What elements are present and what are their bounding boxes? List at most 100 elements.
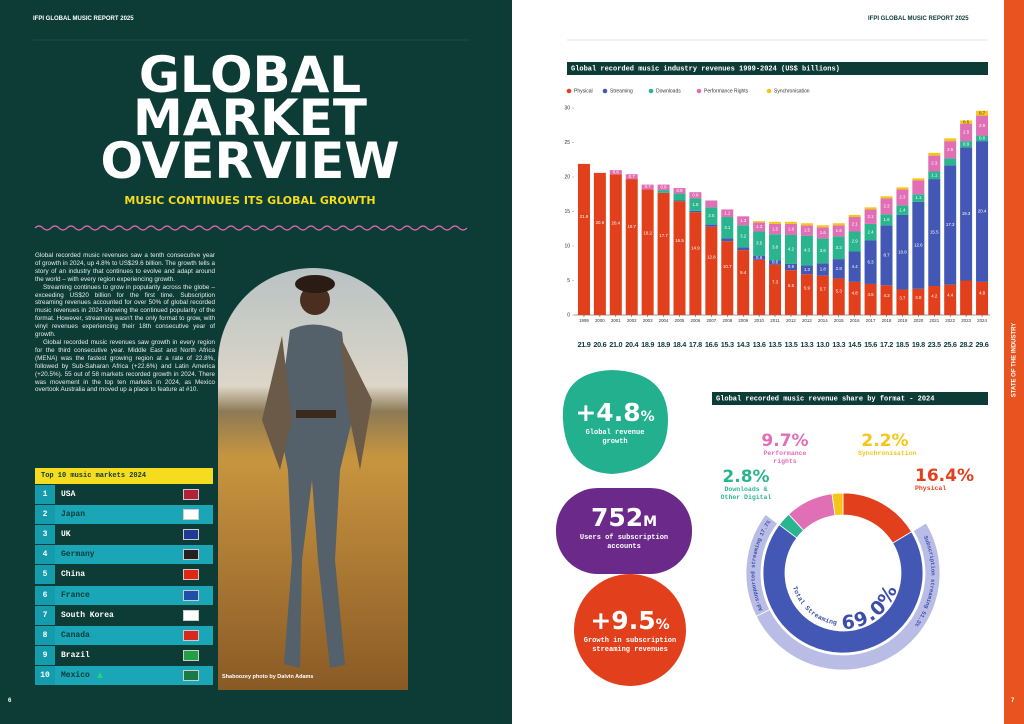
legend-swatch [766,88,772,94]
segment-label: 16.5 [675,238,684,243]
bar-segment [880,225,893,286]
segment-label: 20.4 [978,209,987,214]
total-label: 18.9 [641,340,654,349]
segment-label: 2.3 [931,161,938,166]
bar-segment [816,263,829,276]
flag [183,669,199,681]
segment-label: 2.5 [708,213,715,218]
photo-figure [262,275,372,668]
bar-segment [880,285,893,315]
total-label: 21.9 [577,340,590,349]
bar-segment [848,251,861,282]
segment-label: 1.6 [883,217,890,222]
total-label: 17.2 [880,340,893,349]
segment-label: 10.7 [723,264,732,269]
bar-segment [721,217,734,239]
y-tick-label: 10 [564,243,570,249]
total-label: 20.6 [593,340,606,349]
bar-segment [769,223,782,235]
bar-segment [800,265,813,275]
x-tick-label: 2017 [866,318,876,323]
segment-label: 8.7 [883,252,890,257]
total-label: 13.3 [832,340,845,349]
country: Japan [61,510,86,520]
bar-segment [705,207,718,225]
legend-label: Synchronisation [774,89,810,95]
body-text: Global recorded music revenues saw a ten… [35,252,215,394]
bar-segment [848,217,861,232]
x-tick-label: 2022 [945,318,955,323]
bar-chart-title: Global recorded music industry revenues … [571,65,840,73]
segment-label: 1.4 [899,207,906,212]
stat-unit: % [640,409,655,425]
wavy-divider [34,225,468,231]
x-tick-label: 1999 [579,318,589,323]
bar-segment [769,264,782,315]
flag [183,609,199,621]
segment-label: 12.6 [914,242,923,247]
donut-category: Synchronisation [858,450,917,457]
segment-label: 0.7 [979,110,986,115]
country: UK [61,530,71,540]
bar-segment [944,284,957,315]
bar-segment [769,221,782,224]
y-tick-label: 5 [567,278,570,284]
segment-label: 5.7 [820,287,827,292]
total-label: 21.0 [609,340,622,349]
side-label: STATE OF THE INDUSTRY [1012,323,1018,398]
donut-value-label: 2.2% [861,431,909,451]
segment-label: 2.1 [868,214,875,219]
total-label: 23.5 [928,340,941,349]
flag [183,629,199,641]
total-label: 19.8 [912,340,925,349]
bar-segment [800,223,813,226]
rank: 5 [35,565,55,585]
segment-label: 17.7 [659,233,668,238]
table-row: 4 Germany [35,545,213,565]
bar-segment [896,189,909,206]
bar-segment [976,281,989,315]
flag [183,649,199,661]
total-label: 18.4 [673,340,687,349]
segment-label: 20.4 [612,221,621,226]
y-tick-label: 15 [564,209,570,215]
bar-segment [944,141,957,159]
stat: 752M Users of subscription accounts [556,503,692,552]
segment-label: 1.6 [836,228,843,233]
stat-label: Users of subscription accounts [579,534,669,551]
segment-label: 1.3 [756,224,763,229]
bar-segment [832,259,845,279]
segment-label: 1.1 [724,210,731,215]
segment-label: 2.3 [883,203,890,208]
bar-segment [848,231,861,252]
table-row: 8 Canada [35,625,213,645]
bar-segment [960,120,973,124]
bar-segment [928,152,941,156]
segment-label: 15.5 [930,230,939,235]
total-label: 18.9 [657,340,670,349]
flag [183,549,199,561]
table-row: 5 China [35,565,213,585]
bar-segment [944,138,957,142]
table-row: 10 Mexico [35,665,213,685]
donut-value-label: 2.8% [722,467,770,487]
legend-label: Streaming [610,89,633,95]
total-label: 15.3 [721,340,734,349]
rank: 2 [35,505,55,525]
segment-label: 0.7 [629,174,636,179]
segment-label: 3.8 [915,295,922,300]
legend-label: Performance Rights [704,89,749,95]
segment-label: 5.9 [804,286,811,291]
segment-label: 1.5 [804,228,811,233]
x-tick-label: 2024 [977,318,987,323]
country: USA [61,490,76,499]
segment-label: 2.5 [947,147,954,152]
segment-label: 4.8 [852,291,859,296]
segment-label: 0.6 [772,260,779,265]
donut-value-label: 9.7% [761,431,809,451]
segment-label: 19.7 [627,224,636,229]
bar-segment [609,170,622,175]
x-tick-label: 2014 [818,318,828,323]
